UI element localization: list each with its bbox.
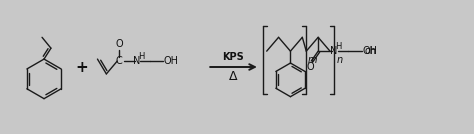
Text: O: O bbox=[306, 62, 314, 72]
Text: Δ: Δ bbox=[229, 70, 237, 83]
Text: oh: oh bbox=[365, 46, 377, 56]
Text: N: N bbox=[330, 46, 337, 56]
Text: KPS: KPS bbox=[222, 52, 244, 62]
Text: n: n bbox=[337, 55, 343, 65]
Text: m: m bbox=[308, 55, 317, 65]
Text: OH: OH bbox=[362, 46, 377, 56]
Text: N: N bbox=[133, 56, 141, 66]
Text: +: + bbox=[75, 59, 88, 75]
Text: O: O bbox=[116, 39, 123, 49]
Text: H: H bbox=[138, 52, 144, 61]
Text: OH: OH bbox=[163, 56, 178, 66]
Text: C: C bbox=[116, 56, 123, 66]
Text: H: H bbox=[335, 42, 341, 51]
